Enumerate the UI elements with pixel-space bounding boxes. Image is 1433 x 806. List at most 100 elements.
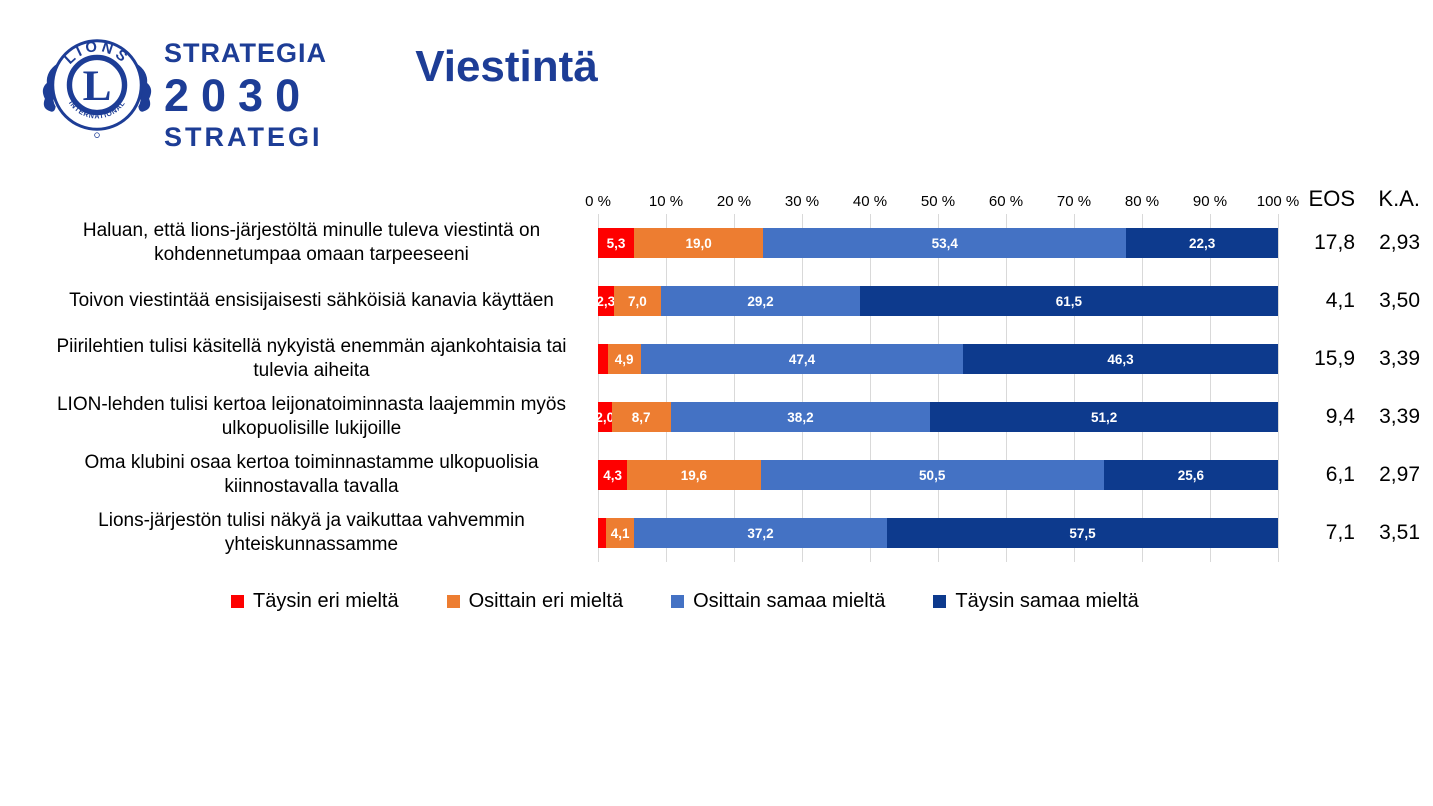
segment-value: 8,7 bbox=[631, 409, 651, 425]
segment-value: 57,5 bbox=[1069, 525, 1096, 541]
row-label: LION-lehden tulisi kertoa leijonatoiminn… bbox=[56, 393, 566, 439]
gridline bbox=[666, 214, 667, 562]
segment-value: 5,3 bbox=[606, 235, 626, 251]
segment-value: 4,1 bbox=[610, 525, 630, 541]
gridline bbox=[734, 214, 735, 562]
segment-value: 2,3 bbox=[596, 293, 616, 309]
gridline bbox=[598, 214, 599, 562]
legend-item-osittain-samaa-mielta: Osittain samaa mieltä bbox=[671, 590, 885, 613]
segment-osittain-samaa-mielta: 38,2 bbox=[670, 402, 931, 432]
row-label: Toivon viestintää ensisijaisesti sähköis… bbox=[69, 289, 554, 311]
axis-tick: 10 % bbox=[648, 193, 684, 210]
lions-international-logo-icon: LIONS INTERNATIONAL L bbox=[42, 39, 152, 138]
stacked-bar-chart: 0 % 10 % 20 % 30 % 40 % 50 % 60 % 70 % 80 % 90 % 1… bbox=[35, 180, 1420, 613]
gridline bbox=[1278, 214, 1279, 562]
wordmark-line-3: STRATEGI bbox=[164, 122, 323, 152]
segment-taysin-eri-mielta bbox=[598, 518, 607, 548]
row-bar: 5,3 19,0 53,4 22,3 bbox=[598, 228, 1278, 258]
segment-value: 38,2 bbox=[787, 409, 814, 425]
axis-tick: 0 % bbox=[585, 193, 611, 210]
legend-label: Osittain eri mieltä bbox=[468, 590, 624, 612]
eos-column-header: EOS bbox=[1308, 186, 1355, 211]
page-title: Viestintä bbox=[415, 42, 598, 91]
axis-tick: 100 % bbox=[1256, 193, 1300, 210]
segment-value: 7,0 bbox=[628, 293, 647, 309]
row-label: Haluan, että lions-järjestöltä minulle t… bbox=[82, 219, 541, 265]
ka-value: 2,97 bbox=[1379, 463, 1420, 486]
ka-value: 3,39 bbox=[1379, 405, 1420, 428]
segment-osittain-eri-mielta: 8,7 bbox=[611, 402, 671, 432]
row-label: Oma klubini osaa kertoa toiminnastamme u… bbox=[84, 451, 539, 497]
bar-row: Haluan, että lions-järjestöltä minulle t… bbox=[35, 214, 1420, 272]
row-bar: 4,9 47,4 46,3 bbox=[598, 344, 1278, 374]
gridline bbox=[1210, 214, 1211, 562]
segment-value: 29,2 bbox=[747, 293, 774, 309]
segment-osittain-samaa-mielta: 47,4 bbox=[640, 344, 964, 374]
axis-tick: 50 % bbox=[920, 193, 956, 210]
ka-column-header: K.A. bbox=[1378, 186, 1420, 211]
bar-row: Toivon viestintää ensisijaisesti sähköis… bbox=[35, 272, 1420, 330]
legend-swatch-icon bbox=[446, 595, 460, 608]
segment-taysin-samaa-mielta: 57,5 bbox=[886, 518, 1278, 548]
segment-value: 47,4 bbox=[788, 351, 816, 367]
segment-taysin-eri-mielta: 4,3 bbox=[598, 460, 628, 490]
legend-swatch-icon bbox=[231, 595, 244, 608]
segment-osittain-eri-mielta: 4,9 bbox=[607, 344, 641, 374]
eos-value: 7,1 bbox=[1325, 521, 1355, 544]
segment-value: 51,2 bbox=[1090, 409, 1118, 425]
segment-osittain-samaa-mielta: 50,5 bbox=[760, 460, 1104, 490]
gridline bbox=[1006, 214, 1007, 562]
ka-value: 3,51 bbox=[1379, 521, 1420, 544]
row-label: Piirilehtien tulisi käsitellä nykyistä e… bbox=[56, 335, 567, 381]
legend-label: Osittain samaa mieltä bbox=[693, 590, 886, 612]
wordmark-line-2: 2030 bbox=[164, 70, 313, 121]
strategia-2030-wordmark: STRATEGIA 2030 STRATEGI bbox=[164, 40, 327, 151]
segment-taysin-samaa-mielta: 46,3 bbox=[963, 344, 1278, 374]
axis-header-row: 0 % 10 % 20 % 30 % 40 % 50 % 60 % 70 % 80 % 90 % 1… bbox=[35, 180, 1420, 214]
segment-value: 50,5 bbox=[919, 467, 946, 483]
segment-value: 4,3 bbox=[603, 467, 622, 483]
segment-taysin-eri-mielta: 2,3 bbox=[596, 286, 616, 316]
registered-mark-icon bbox=[94, 132, 100, 138]
axis-tick: 30 % bbox=[784, 193, 820, 210]
segment-value: 19,6 bbox=[680, 467, 707, 483]
bar-row: Piirilehtien tulisi käsitellä nykyistä e… bbox=[35, 330, 1420, 388]
segment-value: 2,0 bbox=[595, 409, 615, 425]
segment-value: 4,9 bbox=[614, 351, 634, 367]
segment-taysin-eri-mielta: 5,3 bbox=[598, 228, 635, 258]
eos-value: 6,1 bbox=[1325, 463, 1355, 486]
segment-value: 25,6 bbox=[1177, 467, 1205, 483]
wordmark-line-1: STRATEGIA bbox=[164, 38, 327, 68]
legend-swatch-icon bbox=[671, 595, 685, 608]
ka-value: 2,93 bbox=[1379, 231, 1420, 254]
axis-tick: 80 % bbox=[1124, 193, 1160, 210]
eos-value: 17,8 bbox=[1314, 231, 1355, 254]
bar-row: Lions-järjestön tulisi näkyä ja vaikutta… bbox=[35, 504, 1420, 562]
segment-osittain-samaa-mielta: 53,4 bbox=[763, 228, 1127, 258]
segment-value: 61,5 bbox=[1055, 293, 1082, 309]
plot-area: Haluan, että lions-järjestöltä minulle t… bbox=[35, 214, 1420, 562]
gridline bbox=[1142, 214, 1143, 562]
ka-value: 3,39 bbox=[1379, 347, 1420, 370]
segment-value: 37,2 bbox=[747, 525, 774, 541]
segment-taysin-eri-mielta: 2,0 bbox=[595, 402, 615, 432]
segment-taysin-samaa-mielta: 61,5 bbox=[859, 286, 1278, 316]
segment-osittain-eri-mielta: 19,6 bbox=[627, 460, 761, 490]
gridline bbox=[1074, 214, 1075, 562]
ka-value: 3,50 bbox=[1379, 289, 1420, 312]
axis-tick: 90 % bbox=[1192, 193, 1228, 210]
row-bar: 2,3 7,0 29,2 61,5 bbox=[596, 286, 1278, 316]
eos-value: 4,1 bbox=[1325, 289, 1355, 312]
axis-tick: 60 % bbox=[988, 193, 1024, 210]
segment-osittain-eri-mielta: 19,0 bbox=[634, 228, 764, 258]
segment-value: 53,4 bbox=[931, 235, 958, 251]
gridline bbox=[802, 214, 803, 562]
segment-osittain-samaa-mielta: 29,2 bbox=[661, 286, 860, 316]
segment-osittain-eri-mielta: 4,1 bbox=[606, 518, 635, 548]
x-axis: 0 % 10 % 20 % 30 % 40 % 50 % 60 % 70 % 80 % 90 % 1… bbox=[585, 180, 1299, 214]
segment-value: 19,0 bbox=[685, 235, 712, 251]
segment-taysin-eri-mielta bbox=[598, 344, 608, 374]
gridline bbox=[870, 214, 871, 562]
legend-label: Täysin eri mieltä bbox=[253, 590, 399, 612]
